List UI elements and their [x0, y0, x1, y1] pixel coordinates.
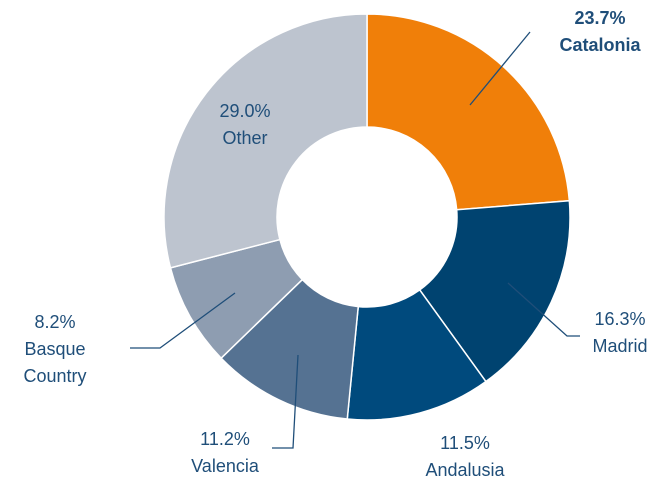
category-label: Andalusia	[425, 460, 505, 480]
leader-line	[130, 292, 236, 349]
slice-label: 16.3% Madrid	[592, 306, 647, 360]
category-label: Madrid	[592, 336, 648, 356]
value-label: 8.2%	[34, 312, 76, 332]
slice	[366, 13, 571, 211]
slice-label: 8.2% Basque Country	[15, 309, 95, 390]
leader-line	[507, 282, 580, 337]
slice-label: 11.5% Andalusia	[425, 430, 504, 484]
slice-label: 29.0% Other	[219, 98, 270, 152]
value-label: 11.5%	[440, 433, 490, 453]
category-label: Catalonia	[559, 35, 641, 55]
value-label: 11.2%	[200, 429, 250, 449]
leader-line	[469, 31, 531, 106]
category-label: Other	[222, 128, 268, 148]
value-label: 23.7%	[574, 8, 626, 28]
category-label: Valencia	[191, 456, 259, 476]
value-label: 16.3%	[594, 309, 646, 329]
leader-line	[272, 354, 299, 449]
slice	[418, 199, 571, 383]
value-label: 29.0%	[219, 101, 271, 121]
slice-label: 23.7% Catalonia	[559, 5, 640, 59]
slice-label: 11.2% Valencia	[191, 426, 259, 480]
slice	[163, 13, 368, 269]
category-label: Basque Country	[23, 339, 87, 386]
